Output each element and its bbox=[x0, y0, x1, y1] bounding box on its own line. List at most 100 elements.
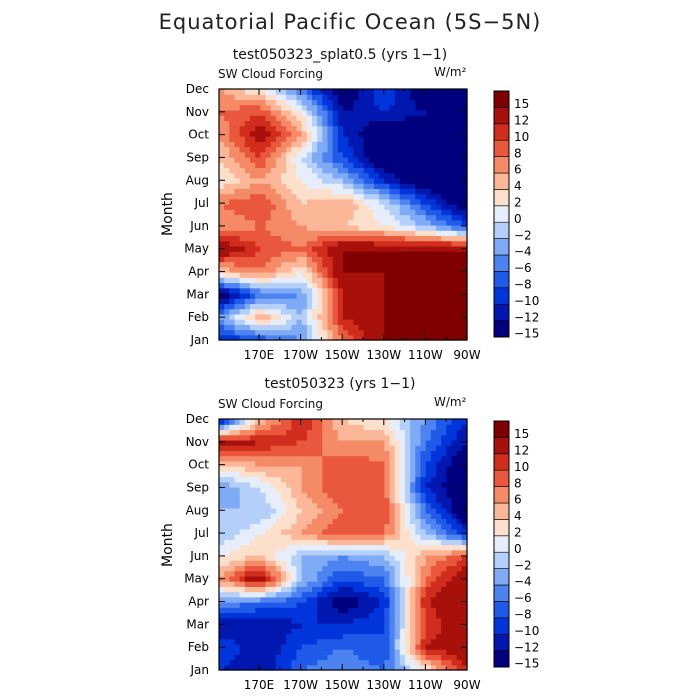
heatmap-cell bbox=[456, 94, 463, 101]
heatmap-cell bbox=[436, 277, 442, 284]
heatmap-cell bbox=[420, 497, 427, 504]
heatmap-cell bbox=[410, 445, 416, 451]
heatmap-cell bbox=[250, 277, 256, 284]
heatmap-cell bbox=[229, 177, 236, 184]
heatmap-cell bbox=[281, 507, 287, 514]
heatmap-cell bbox=[286, 518, 292, 525]
heatmap-cell bbox=[379, 466, 385, 472]
heatmap-cell bbox=[270, 272, 277, 278]
heatmap-cell bbox=[353, 591, 360, 598]
heatmap-cell bbox=[265, 570, 272, 577]
heatmap-cell bbox=[327, 539, 334, 546]
heatmap-cell bbox=[410, 141, 416, 148]
heatmap-cell bbox=[384, 507, 391, 514]
heatmap-cell bbox=[399, 560, 406, 567]
heatmap-cell bbox=[332, 146, 339, 153]
heatmap-cell bbox=[384, 654, 391, 661]
heatmap-cell bbox=[384, 429, 391, 436]
heatmap-cell bbox=[234, 146, 241, 153]
heatmap-cell bbox=[260, 89, 267, 95]
heatmap-cell bbox=[451, 486, 458, 493]
heatmap-cell bbox=[327, 141, 334, 148]
heatmap-cell bbox=[384, 617, 391, 624]
heatmap-cell bbox=[286, 565, 292, 572]
heatmap-cell bbox=[332, 89, 339, 95]
heatmap-cell bbox=[358, 104, 365, 111]
heatmap-cell bbox=[281, 251, 287, 257]
panel-2-variable-label: SW Cloud Forcing bbox=[218, 397, 324, 411]
heatmap-cell bbox=[306, 471, 313, 478]
heatmap-cell bbox=[348, 303, 354, 310]
heatmap-cell bbox=[430, 172, 437, 179]
heatmap-cell bbox=[265, 429, 272, 436]
heatmap-cell bbox=[219, 649, 225, 655]
heatmap-cell bbox=[239, 534, 246, 540]
heatmap-cell bbox=[394, 120, 401, 127]
heatmap-cell bbox=[234, 214, 241, 221]
heatmap-cell bbox=[327, 450, 334, 457]
heatmap-cell bbox=[384, 99, 391, 106]
y-tick-label: Oct bbox=[188, 128, 209, 142]
heatmap-cell bbox=[301, 649, 308, 655]
heatmap-cell bbox=[451, 481, 458, 488]
heatmap-cell bbox=[270, 329, 277, 336]
heatmap-cell bbox=[415, 612, 422, 619]
heatmap-cell bbox=[379, 188, 385, 195]
heatmap-cell bbox=[286, 554, 292, 561]
heatmap-cell bbox=[405, 324, 411, 331]
heatmap-cell bbox=[451, 272, 458, 278]
heatmap-cell bbox=[265, 581, 272, 587]
heatmap-cell bbox=[384, 183, 391, 189]
heatmap-cell bbox=[394, 109, 401, 116]
heatmap-cell bbox=[358, 633, 365, 640]
heatmap-cell bbox=[291, 649, 298, 655]
heatmap-cell bbox=[322, 638, 329, 645]
heatmap-cell bbox=[399, 136, 406, 142]
heatmap-cell bbox=[260, 204, 267, 210]
heatmap-cell bbox=[219, 523, 225, 530]
heatmap-cell bbox=[394, 424, 401, 431]
heatmap-cell bbox=[327, 235, 334, 242]
heatmap-cell bbox=[415, 240, 422, 247]
heatmap-cell bbox=[363, 518, 370, 525]
heatmap-cell bbox=[332, 544, 339, 551]
heatmap-cell bbox=[441, 560, 447, 567]
heatmap-cell bbox=[441, 94, 447, 101]
heatmap-cell bbox=[343, 292, 349, 299]
heatmap-cell bbox=[234, 292, 241, 299]
heatmap-cell bbox=[229, 313, 236, 320]
heatmap-cell bbox=[436, 198, 442, 205]
heatmap-cell bbox=[389, 628, 396, 634]
heatmap-cell bbox=[337, 481, 344, 488]
heatmap-cell bbox=[358, 136, 365, 142]
heatmap-cell bbox=[286, 245, 292, 252]
heatmap-cell bbox=[322, 460, 329, 467]
heatmap-cell bbox=[451, 277, 458, 284]
heatmap-cell bbox=[219, 424, 225, 431]
heatmap-cell bbox=[405, 617, 411, 624]
heatmap-cell bbox=[224, 292, 230, 299]
heatmap-cell bbox=[286, 492, 292, 499]
heatmap-cell bbox=[291, 507, 298, 514]
heatmap-cell bbox=[265, 502, 272, 509]
heatmap-cell bbox=[229, 282, 236, 289]
heatmap-cell bbox=[379, 156, 385, 163]
colorbar-tick-label: 6 bbox=[514, 493, 522, 507]
heatmap-cell bbox=[430, 445, 437, 451]
heatmap-cell bbox=[368, 261, 375, 268]
heatmap-cell bbox=[250, 534, 256, 540]
heatmap-cell bbox=[415, 115, 422, 121]
heatmap-cell bbox=[456, 198, 463, 205]
heatmap-cell bbox=[219, 266, 225, 273]
heatmap-cell bbox=[219, 591, 225, 598]
heatmap-cell bbox=[353, 643, 360, 650]
heatmap-cell bbox=[224, 544, 230, 551]
heatmap-cell bbox=[265, 434, 272, 441]
heatmap-cell bbox=[255, 104, 261, 111]
heatmap-cell bbox=[332, 560, 339, 567]
heatmap-cell bbox=[368, 219, 375, 226]
heatmap-cell bbox=[229, 534, 236, 540]
heatmap-cell bbox=[420, 188, 427, 195]
heatmap-cell bbox=[430, 570, 437, 577]
heatmap-cell bbox=[255, 528, 261, 535]
